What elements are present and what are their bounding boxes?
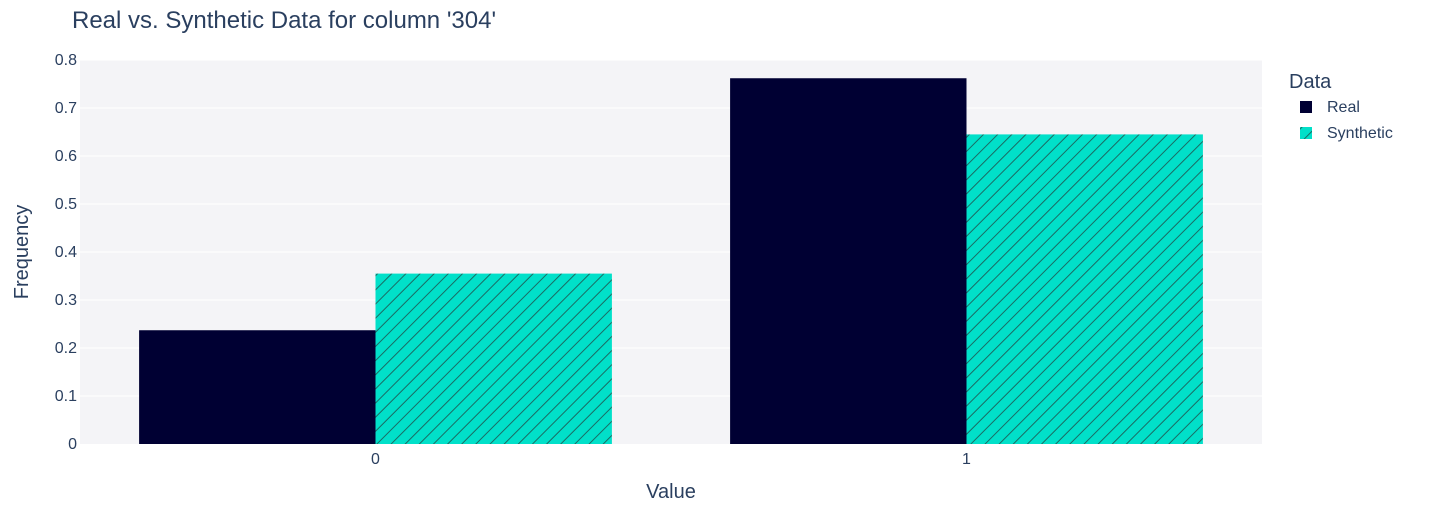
legend-label-synthetic[interactable]: Synthetic: [1327, 125, 1393, 142]
y-tick-label: 0.6: [55, 148, 77, 165]
legend-swatch-real[interactable]: [1300, 101, 1312, 113]
y-tick-label: 0.7: [55, 100, 77, 117]
bar-real-0[interactable]: [139, 330, 376, 444]
bar-synthetic-1[interactable]: [966, 134, 1203, 444]
legend-title: Data: [1289, 71, 1332, 93]
y-tick-label: 0.1: [55, 388, 77, 405]
bars: [139, 78, 1203, 445]
y-tick-label: 0: [68, 436, 77, 453]
y-axis-title: Frequency: [11, 205, 33, 300]
x-axis-title: Value: [646, 481, 696, 503]
x-tick-label: 0: [371, 451, 380, 468]
legend[interactable]: Data Real Synthetic: [1289, 71, 1393, 142]
y-tick-label: 0.3: [55, 292, 77, 309]
y-tick-label: 0.5: [55, 196, 77, 213]
y-axis-ticks: 0 0.1 0.2 0.3 0.4 0.5 0.6 0.7 0.8: [55, 52, 77, 453]
y-tick-label: 0.8: [55, 52, 77, 69]
y-tick-label: 0.4: [55, 244, 77, 261]
legend-swatch-synthetic[interactable]: [1300, 127, 1312, 139]
chart-title: Real vs. Synthetic Data for column '304': [72, 7, 496, 34]
x-tick-label: 1: [962, 451, 971, 468]
legend-label-real[interactable]: Real: [1327, 99, 1360, 116]
y-tick-label: 0.2: [55, 340, 77, 357]
bar-real-1[interactable]: [730, 78, 967, 445]
bar-synthetic-0[interactable]: [375, 273, 612, 444]
